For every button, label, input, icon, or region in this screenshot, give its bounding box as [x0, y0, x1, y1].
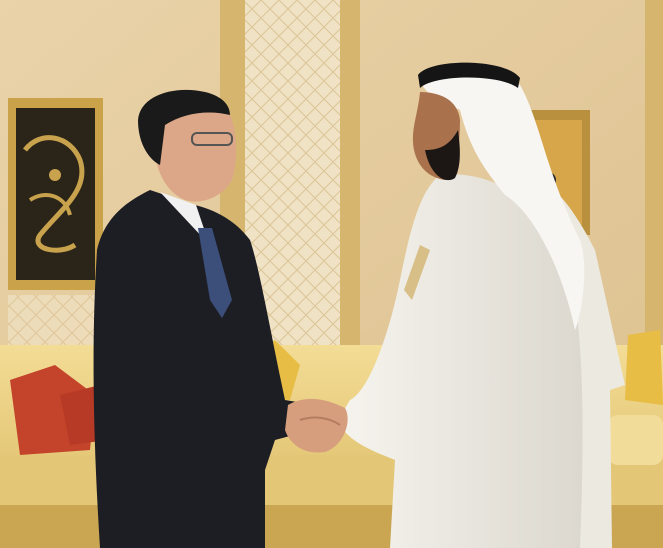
- calligraphy: [28, 193, 72, 216]
- beard: [425, 130, 460, 181]
- gold-pillar: [645, 0, 663, 360]
- headdress: [420, 66, 585, 330]
- handshake: [285, 398, 348, 453]
- calligraphy: [49, 169, 61, 181]
- tie: [198, 228, 232, 318]
- agal: [418, 62, 520, 88]
- robe-trim: [404, 245, 430, 300]
- face: [155, 97, 237, 202]
- robe: [338, 174, 583, 548]
- shirt: [160, 192, 228, 300]
- cushion: [625, 330, 663, 405]
- calligraphy: [23, 135, 85, 253]
- suit: [93, 190, 315, 548]
- gold-pillar: [340, 0, 360, 360]
- glasses: [191, 132, 233, 146]
- painting-canvas: [16, 108, 95, 280]
- finger-line: [299, 416, 341, 426]
- sofa-arm: [608, 415, 663, 465]
- hair: [138, 89, 230, 165]
